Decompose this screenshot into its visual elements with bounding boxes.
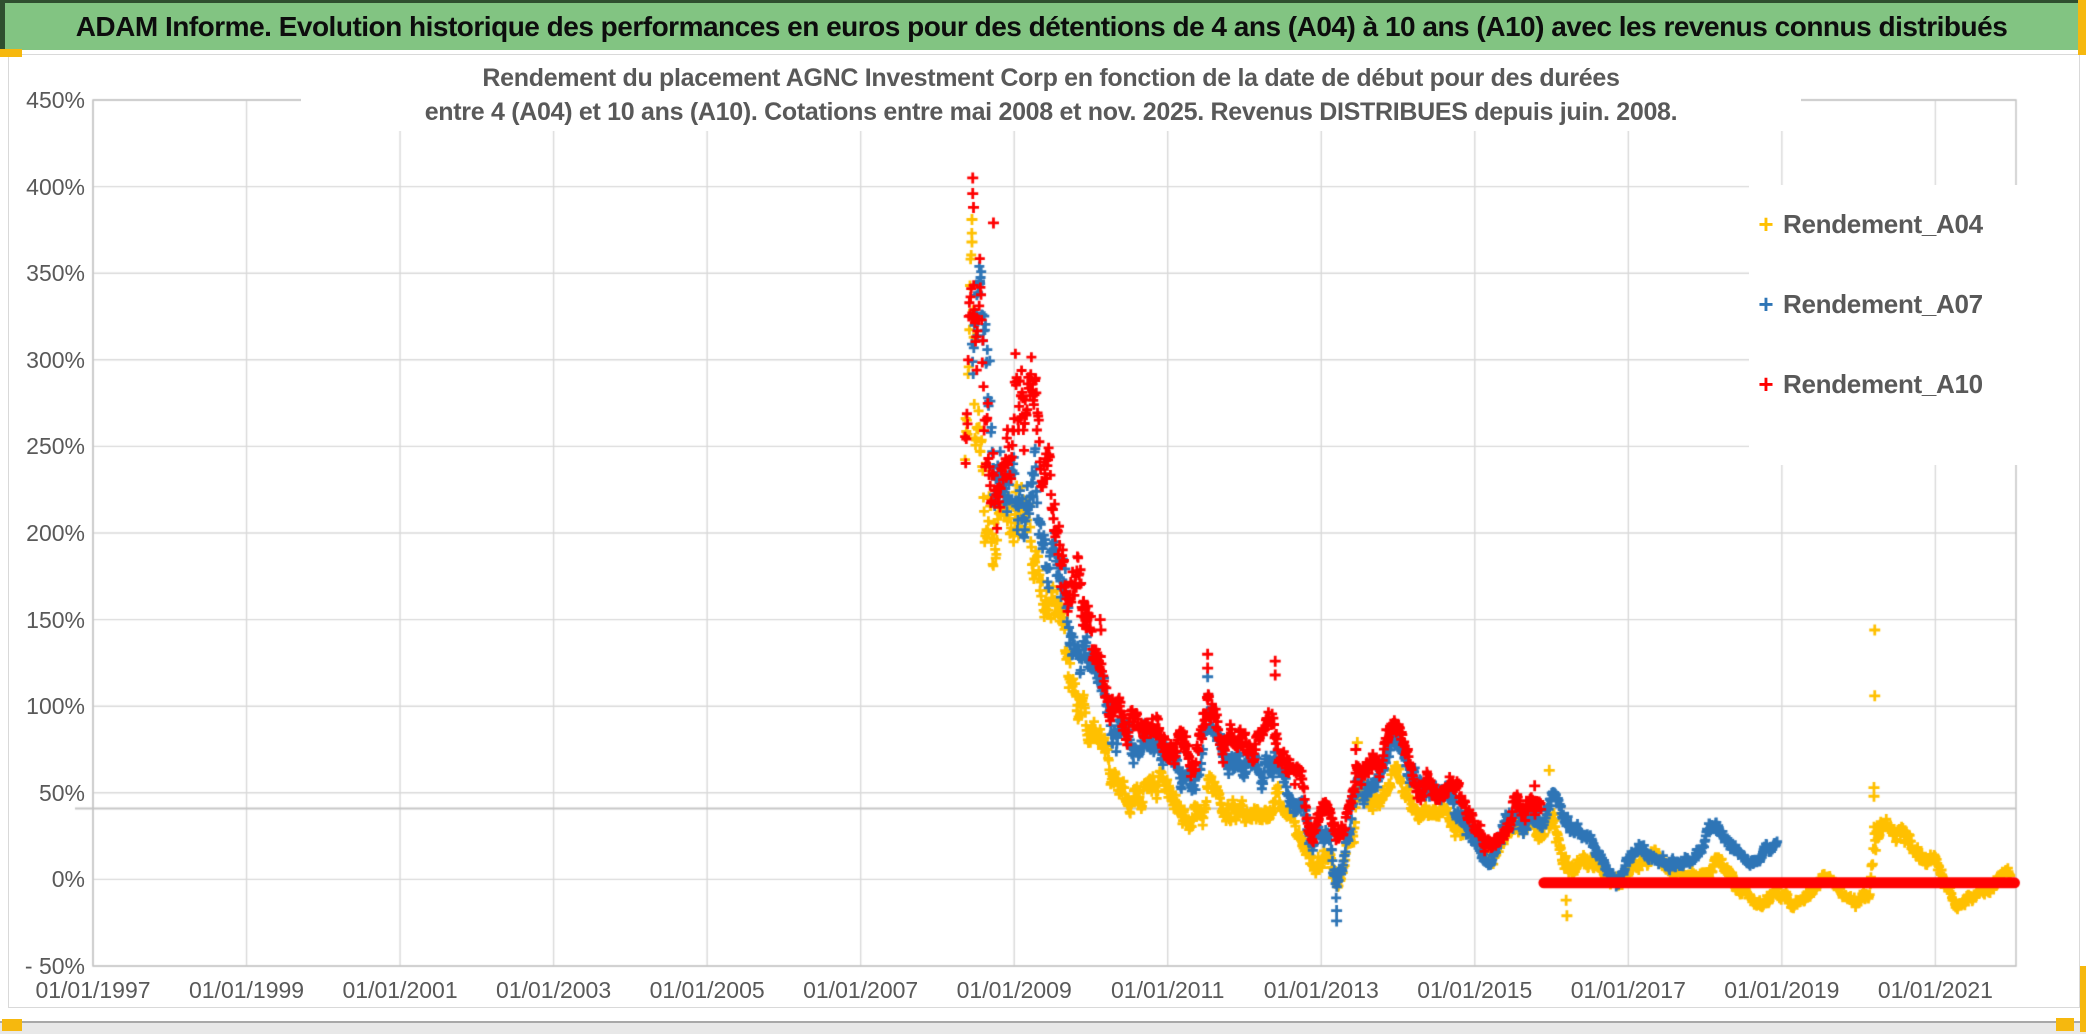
x-axis-tick-label: 01/01/2015 — [1417, 977, 1533, 1003]
y-axis-tick-label: 300% — [26, 346, 85, 373]
x-axis-tick-label: 01/01/2017 — [1570, 977, 1686, 1003]
legend-item-rendement_a10[interactable]: + Rendement_A10 — [1749, 363, 2075, 405]
legend-item-rendement_a07[interactable]: + Rendement_A07 — [1749, 283, 2075, 325]
x-axis-tick-label: 01/01/2009 — [956, 977, 1072, 1003]
y-axis-tick-label: 50% — [38, 779, 85, 806]
window-bottom-strip — [0, 1021, 2086, 1034]
y-axis-tick-label: 350% — [26, 260, 85, 287]
plot-canvas[interactable] — [9, 55, 2079, 1007]
legend-item-label: Rendement_A10 — [1783, 368, 1983, 399]
y-axis-tick-label: 150% — [26, 606, 85, 633]
y-axis-tick-label: 0% — [51, 866, 85, 893]
legend-plus-marker-icon: + — [1758, 209, 1774, 239]
header-bar: ADAM Informe. Evolution historique des p… — [0, 0, 2078, 50]
y-axis-tick-label: 400% — [26, 173, 85, 200]
legend-item-rendement_a04[interactable]: + Rendement_A04 — [1749, 203, 2075, 245]
y-axis-tick-label: 250% — [26, 433, 85, 460]
x-axis-tick-label: 01/01/1997 — [35, 977, 151, 1003]
legend-item-label: Rendement_A07 — [1783, 288, 1983, 319]
x-axis-tick-label: 01/01/2007 — [803, 977, 919, 1003]
x-axis-tick-label: 01/01/2021 — [1877, 977, 1993, 1003]
x-axis-tick-label: 01/01/2013 — [1263, 977, 1379, 1003]
chart-title-line1: Rendement du placement AGNC Investment C… — [482, 64, 1620, 92]
chart-title-line2: entre 4 (A04) et 10 ans (A10). Cotations… — [424, 98, 1678, 126]
legend: + Rendement_A04 + Rendement_A07 + Rendement_A… — [1749, 185, 2075, 465]
y-axis-tick-label: 100% — [26, 693, 85, 720]
x-axis-tick-label: 01/01/2005 — [649, 977, 765, 1003]
y-axis-tick-label: 450% — [26, 87, 85, 113]
legend-item-label: Rendement_A04 — [1783, 208, 1983, 239]
legend-plus-marker-icon: + — [1758, 289, 1774, 319]
y-axis-tick-label: - 50% — [24, 953, 85, 979]
window-frame-accent-top-left — [0, 49, 22, 57]
window-frame-accent-bottom-right — [2056, 1018, 2074, 1031]
x-axis-tick-label: 01/01/2011 — [1111, 977, 1225, 1003]
window-frame-accent-top-right — [2078, 0, 2086, 55]
x-axis-tick-label: 01/01/2019 — [1724, 977, 1840, 1003]
x-axis-tick-label: 01/01/1999 — [188, 977, 305, 1003]
chart-panel: Rendement du placement AGNC Investment C… — [8, 54, 2080, 1008]
window-frame-accent-right-edge — [2080, 966, 2086, 1032]
chart-title: Rendement du placement AGNC Investment C… — [301, 59, 1801, 131]
y-axis-tick-label: 200% — [26, 520, 85, 546]
x-axis-tick-label: 01/01/2003 — [496, 977, 612, 1003]
x-axis-tick-label: 01/01/2001 — [342, 977, 458, 1003]
legend-plus-marker-icon: + — [1758, 369, 1774, 399]
window-frame-accent-bottom-left — [2, 1019, 22, 1031]
header-title: ADAM Informe. Evolution historique des p… — [75, 10, 2008, 42]
